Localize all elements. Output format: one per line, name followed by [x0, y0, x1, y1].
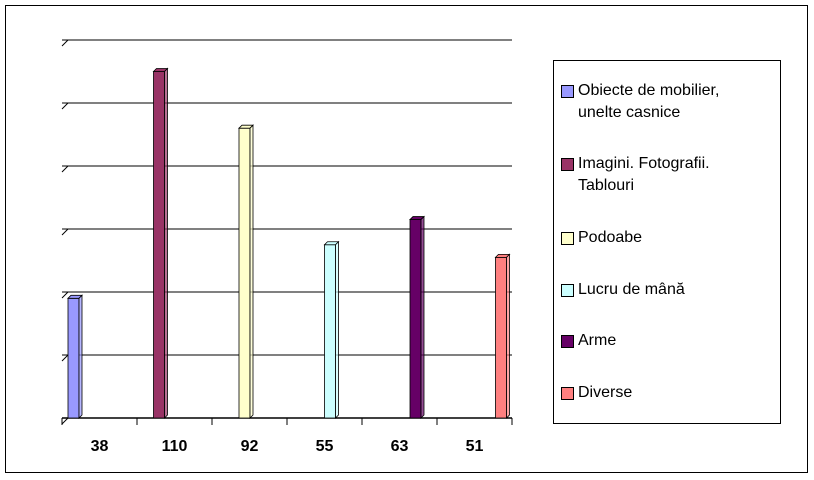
bar	[153, 71, 165, 419]
chart-border	[5, 5, 808, 473]
legend-label: Diverse	[578, 384, 633, 402]
legend-label: Lucru de mână	[578, 280, 685, 298]
x-tick-label: 92	[241, 438, 259, 455]
y-tick-mark	[61, 102, 69, 110]
legend-label: Imagini. Fotografii. Tablouri	[578, 155, 710, 195]
legend-swatch	[561, 387, 574, 401]
bar	[495, 256, 507, 419]
x-tick-label: 110	[162, 438, 188, 455]
x-tick-label: 38	[91, 438, 109, 455]
bar-side	[249, 124, 254, 419]
legend-item: Arme	[561, 330, 774, 352]
bar-side	[164, 67, 168, 419]
y-tick-mark	[61, 165, 69, 173]
legend-item: Diverse	[561, 382, 774, 404]
bar	[67, 297, 80, 419]
legend-label: Podoabe	[578, 229, 643, 247]
bar-side	[78, 294, 83, 419]
y-tick-mark	[61, 228, 69, 236]
legend-swatch	[561, 335, 574, 349]
x-tick-label: 55	[316, 438, 334, 455]
x-tick-label: 51	[466, 438, 484, 455]
legend-label: Arme	[578, 332, 617, 350]
bar	[324, 244, 336, 419]
y-tick-mark	[61, 354, 69, 362]
legend-item: Podoabe	[561, 227, 774, 249]
bar	[409, 219, 422, 419]
bar-side	[506, 253, 510, 419]
legend-swatch	[561, 283, 574, 297]
y-tick-mark	[61, 291, 69, 299]
bar-side	[335, 240, 339, 419]
legend: Obiecte de mobilier, unelte casnice Imagi…	[553, 60, 781, 424]
legend-swatch	[561, 84, 574, 98]
legend-item: Imagini. Fotografii. Tablouri	[561, 153, 774, 197]
legend-label: Obiecte de mobilier, unelte casnice	[578, 81, 720, 121]
y-tick-mark	[61, 39, 69, 47]
legend-item: Lucru de mână	[561, 279, 774, 301]
y-tick-mark	[61, 417, 69, 425]
bar	[238, 127, 251, 419]
legend-item: Obiecte de mobilier, unelte casnice	[561, 80, 774, 124]
bar-side	[420, 215, 425, 419]
x-tick-label: 63	[391, 438, 409, 455]
legend-swatch	[561, 158, 574, 172]
legend-swatch	[561, 232, 574, 246]
